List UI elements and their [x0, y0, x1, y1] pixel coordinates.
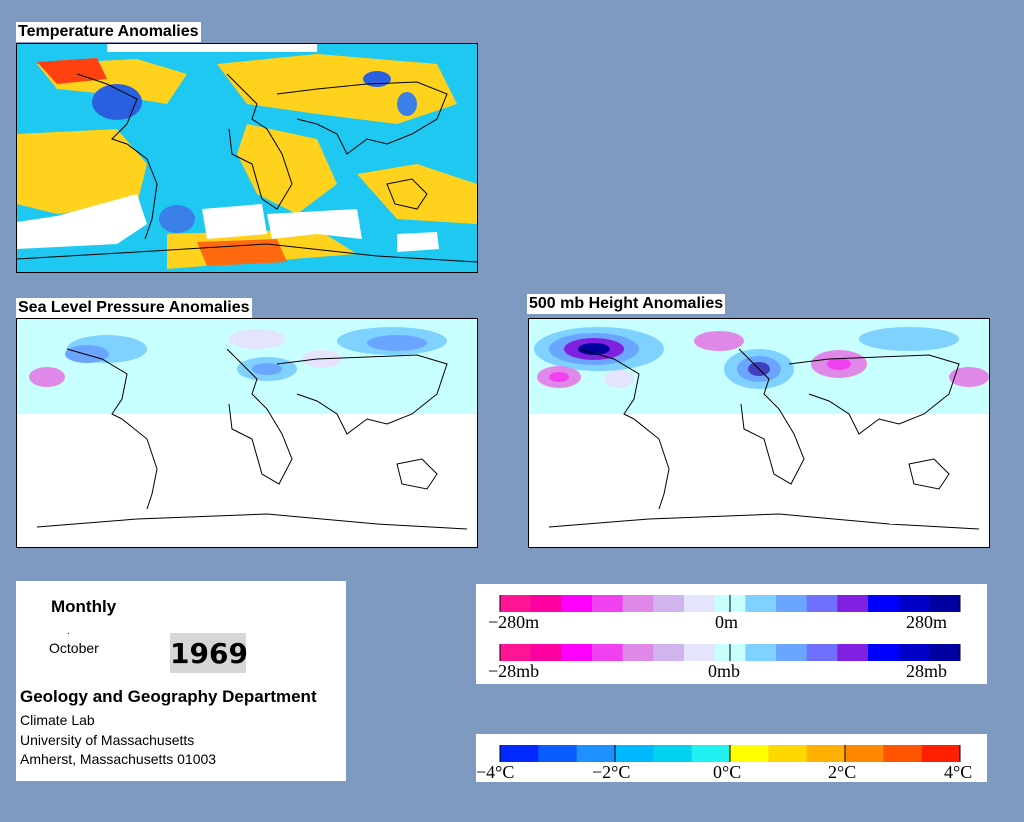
height500-anomalies-title: 500 mb Height Anomalies — [527, 294, 726, 314]
temp-tick-label-3: 0°C — [713, 762, 741, 782]
height-tick-label-min: −280m — [488, 612, 539, 632]
temperature-colorbar-swatch — [921, 745, 961, 762]
temp-tick-label-1: −4°C — [476, 762, 514, 782]
height-colorbar-swatch — [653, 595, 685, 612]
height500-anomalies-map — [528, 318, 990, 548]
department-name: Geology and Geography Department — [20, 687, 317, 706]
pressure-tick-label-min: −28mb — [488, 661, 539, 681]
temp-tick-label-4: 2°C — [828, 762, 856, 782]
temperature-colorbar-swatch — [653, 745, 693, 762]
temperature-legend: −4°C −2°C 0°C 2°C 4°C — [476, 734, 987, 782]
temperature-anomalies-title: Temperature Anomalies — [16, 22, 201, 42]
height-pressure-legend: −280m 0m 280m −28mb 0mb 28mb — [476, 584, 987, 684]
month-label: October — [49, 640, 99, 656]
temperature-colorbar-swatch — [730, 745, 769, 762]
height-colorbar-swatch — [806, 595, 838, 612]
pressure-colorbar-swatch — [592, 644, 624, 661]
pressure-colorbar-swatch — [530, 644, 562, 661]
height-colorbar-swatch — [898, 595, 930, 612]
pressure-colorbar-swatch — [745, 644, 777, 661]
height-colorbar-swatch — [684, 595, 716, 612]
temperature-colorbar-swatch — [615, 745, 654, 762]
temperature-colorbar — [499, 745, 961, 762]
pressure-colorbar-swatch — [898, 644, 930, 661]
slp-map-graphic — [17, 319, 477, 547]
pressure-colorbar-swatch — [653, 644, 685, 661]
address-line-3: Amherst, Massachusetts 01003 — [20, 751, 217, 767]
temperature-colorbar-swatch — [500, 745, 539, 762]
year-label: 1969 — [170, 633, 248, 673]
temperature-map-graphic — [17, 44, 477, 272]
height-colorbar-swatch — [929, 595, 961, 612]
temp-tick-label-2: −2°C — [592, 762, 630, 782]
height-colorbar-swatch — [837, 595, 869, 612]
pressure-tick-label-max: 28mb — [906, 661, 947, 681]
temperature-colorbar-swatch — [845, 745, 884, 762]
temperature-colorbar-swatch — [538, 745, 578, 762]
temperature-colorbar-swatch — [768, 745, 808, 762]
temperature-colorbar-swatch — [691, 745, 731, 762]
pressure-colorbar-swatch — [929, 644, 961, 661]
height-colorbar-swatch — [592, 595, 624, 612]
temperature-colorbar-swatch — [883, 745, 923, 762]
address-line-1: Climate Lab — [20, 712, 95, 728]
height-tick-label-zero: 0m — [715, 612, 738, 632]
pressure-colorbar-swatch — [806, 644, 838, 661]
address-line-2: University of Massachusetts — [20, 732, 195, 748]
temperature-anomalies-map — [16, 43, 478, 273]
pressure-colorbar — [499, 644, 961, 661]
pressure-colorbar-swatch — [622, 644, 654, 661]
height-colorbar-swatch — [745, 595, 777, 612]
period-marker: . — [67, 626, 70, 637]
height-colorbar — [499, 595, 961, 612]
pressure-tick-label-zero: 0mb — [708, 661, 740, 681]
height-colorbar-swatch — [561, 595, 593, 612]
temperature-colorbar-swatch — [806, 745, 846, 762]
slp-anomalies-title: Sea Level Pressure Anomalies — [16, 298, 252, 318]
height-colorbar-swatch — [868, 595, 900, 612]
pressure-colorbar-swatch — [684, 644, 716, 661]
slp-anomalies-map — [16, 318, 478, 548]
height-tick-label-max: 280m — [906, 612, 947, 632]
height500-map-graphic — [529, 319, 989, 547]
temp-tick-label-5: 4°C — [944, 762, 972, 782]
pressure-colorbar-swatch — [776, 644, 808, 661]
height-colorbar-swatch — [500, 595, 532, 612]
height-colorbar-swatch — [530, 595, 562, 612]
period-label: Monthly — [51, 597, 117, 616]
pressure-colorbar-swatch — [837, 644, 869, 661]
pressure-colorbar-swatch — [868, 644, 900, 661]
info-box: Monthly . October 1969 Geology and Geogr… — [16, 581, 346, 781]
temperature-colorbar-swatch — [576, 745, 616, 762]
height-colorbar-swatch — [622, 595, 654, 612]
height-colorbar-swatch — [776, 595, 808, 612]
pressure-colorbar-swatch — [500, 644, 532, 661]
pressure-colorbar-swatch — [561, 644, 593, 661]
